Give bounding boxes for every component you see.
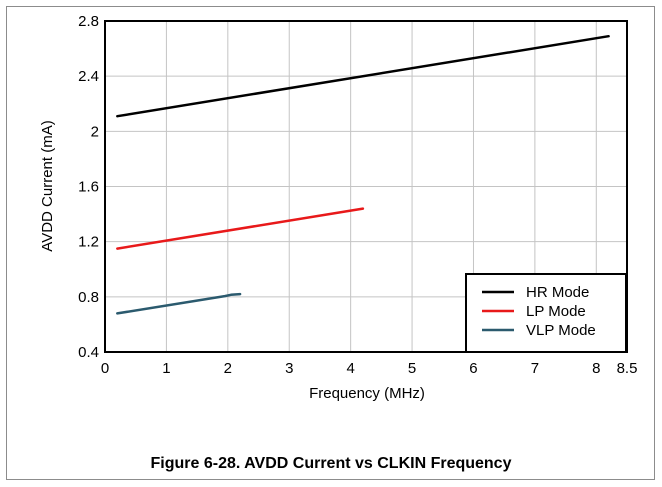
x-tick-label: 5 [408, 360, 416, 377]
legend-label: HR Mode [526, 284, 589, 301]
y-tick-label: 2.8 [78, 13, 99, 30]
y-axis-title: AVDD Current (mA) [39, 120, 56, 251]
y-tick-label: 1.2 [78, 234, 99, 251]
legend-label: VLP Mode [526, 322, 596, 339]
series-line-vlp-mode [116, 292, 242, 315]
series-line-hr-mode [116, 34, 610, 118]
x-tick-label: 1 [162, 360, 170, 377]
legend-box [465, 273, 627, 353]
legend: HR Mode LP Mode VLP Mode [465, 273, 627, 353]
series-line-lp-mode [116, 207, 365, 250]
x-tick-label: 7 [531, 360, 539, 377]
figure-frame [6, 6, 655, 480]
figure-caption: Figure 6-28. AVDD Current vs CLKIN Frequ… [150, 455, 512, 472]
x-tick-label: 3 [285, 360, 293, 377]
tick-labels: 0 1 2 3 4 5 6 7 8 8.5 0.4 0.8 1.2 1.6 2 2.4 2.8 [78, 13, 637, 377]
y-tick-label: 2.4 [78, 68, 99, 85]
x-tick-label: 0 [101, 360, 109, 377]
y-tick-label: 0.4 [78, 344, 99, 361]
x-tick-label: 2 [224, 360, 232, 377]
y-tick-label: 0.8 [78, 289, 99, 306]
legend-label: LP Mode [526, 303, 586, 320]
y-tick-label: 1.6 [78, 179, 99, 196]
x-axis-title: Frequency (MHz) [309, 385, 425, 402]
series-lines [116, 34, 610, 315]
x-tick-label: 8.5 [617, 360, 638, 377]
x-tick-label: 4 [346, 360, 354, 377]
y-tick-label: 2 [91, 123, 99, 140]
x-tick-label: 6 [469, 360, 477, 377]
plot-border [104, 20, 628, 353]
x-tick-label: 8 [592, 360, 600, 377]
